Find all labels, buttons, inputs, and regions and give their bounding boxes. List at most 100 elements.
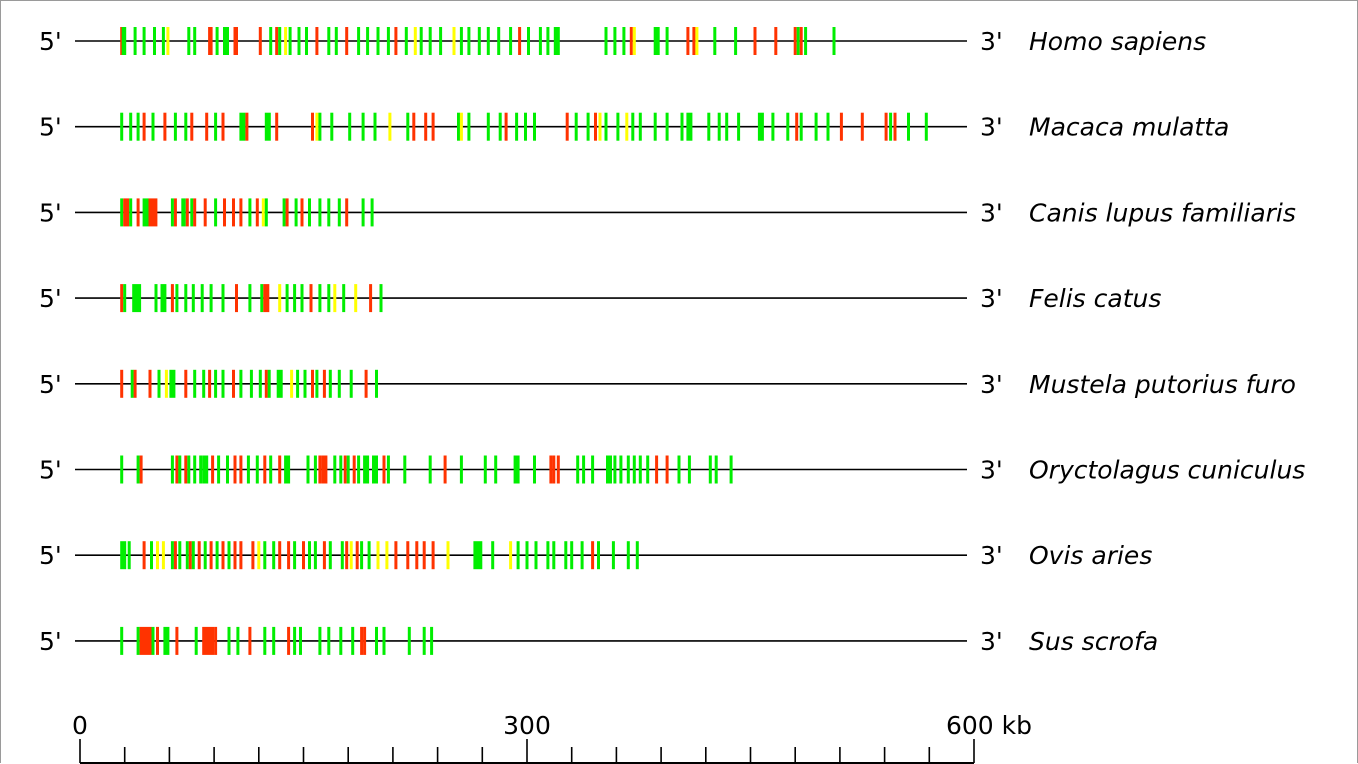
track-row: 5' 3' Homo sapiens [39, 27, 1206, 56]
segment-green [372, 455, 378, 484]
segment-green [370, 198, 374, 227]
segment-red [136, 198, 140, 227]
segment-red [431, 112, 435, 141]
segment-red [369, 284, 373, 313]
segment-green [477, 27, 481, 55]
segment-green [303, 369, 307, 398]
segment-red [120, 369, 124, 398]
segment-green [725, 112, 729, 141]
segment-red [239, 541, 243, 570]
three-prime-label: 3' [980, 456, 1003, 485]
segment-green [151, 112, 155, 141]
segment-yellow [166, 27, 170, 55]
segment-red [203, 198, 207, 227]
segment-green [367, 541, 371, 570]
segment-green [132, 284, 142, 313]
segment-yellow [376, 541, 380, 570]
segment-red [315, 27, 319, 55]
segment-green [246, 455, 250, 484]
segment-red [345, 27, 349, 55]
segment-yellow [156, 541, 159, 570]
segment-green [305, 27, 308, 55]
segment-red [170, 284, 174, 313]
species-label: Ovis aries [1029, 541, 1152, 570]
segment-green [428, 455, 432, 484]
segment-green [486, 112, 490, 141]
segment-green [202, 369, 206, 398]
segment-red [205, 112, 209, 141]
segment-green [357, 27, 361, 55]
five-prime-label: 5' [39, 627, 62, 656]
segment-red [120, 284, 124, 313]
segment-green [264, 198, 268, 227]
segment-yellow [509, 541, 513, 570]
segment-green [924, 112, 928, 141]
segment-green [665, 27, 669, 55]
species-label: Sus scrofa [1029, 627, 1158, 656]
segment-green [327, 27, 331, 55]
species-label: Homo sapiens [1029, 27, 1206, 56]
segment-green [199, 455, 203, 484]
segment-red [594, 112, 597, 141]
segment-green [191, 284, 195, 313]
segment-green [473, 541, 483, 570]
segment-green [457, 112, 460, 141]
segment-green [382, 626, 386, 655]
segment-green [191, 541, 195, 570]
segment-red [233, 541, 237, 570]
segment-red [163, 112, 167, 141]
segment-green [430, 626, 434, 655]
segment-green [214, 369, 218, 398]
segment-green [190, 198, 194, 227]
segment-red [655, 455, 659, 484]
segment-green [729, 455, 733, 484]
segment-green [129, 112, 133, 141]
segment-green [170, 198, 174, 227]
segment-green [386, 27, 390, 55]
segment-red [275, 112, 279, 141]
segment-green [419, 27, 423, 55]
segment-red [173, 198, 177, 227]
segment-green [373, 112, 377, 141]
segment-green [202, 455, 209, 484]
segment-green [351, 626, 355, 655]
segment-green [239, 369, 243, 398]
segment-red [142, 112, 146, 141]
segment-red [629, 27, 633, 55]
segment-green [611, 541, 615, 570]
three-prime-label: 3' [980, 284, 1003, 313]
segment-green [285, 284, 289, 313]
segment-green [154, 284, 158, 313]
segment-green [160, 284, 164, 313]
segment-red [363, 626, 367, 655]
segment-green [282, 198, 286, 227]
segment-yellow [257, 541, 261, 570]
segment-green [337, 369, 341, 398]
segment-green [339, 455, 343, 484]
segment-green [130, 369, 134, 398]
segment-yellow [164, 369, 168, 398]
segment-green [272, 626, 276, 655]
segment-green [576, 455, 580, 484]
segment-green [361, 112, 365, 141]
segment-green [337, 198, 341, 227]
segment-red [148, 369, 152, 398]
three-prime-label: 3' [980, 627, 1003, 656]
segment-green [330, 112, 334, 141]
segment-red [318, 455, 322, 484]
segment-red [665, 455, 669, 484]
segment-red [197, 541, 201, 570]
segment-green [680, 112, 684, 141]
segment-green [193, 27, 197, 55]
three-prime-label: 3' [980, 541, 1003, 570]
segment-green [184, 112, 188, 141]
segment-green [272, 541, 276, 570]
segment-green [459, 27, 463, 55]
segment-red [139, 455, 143, 484]
segment-red [208, 27, 213, 55]
segment-yellow [284, 27, 288, 55]
segment-green [178, 455, 182, 484]
segment-green [497, 27, 501, 55]
five-prime-label: 5' [39, 284, 62, 313]
segment-yellow [459, 112, 463, 141]
